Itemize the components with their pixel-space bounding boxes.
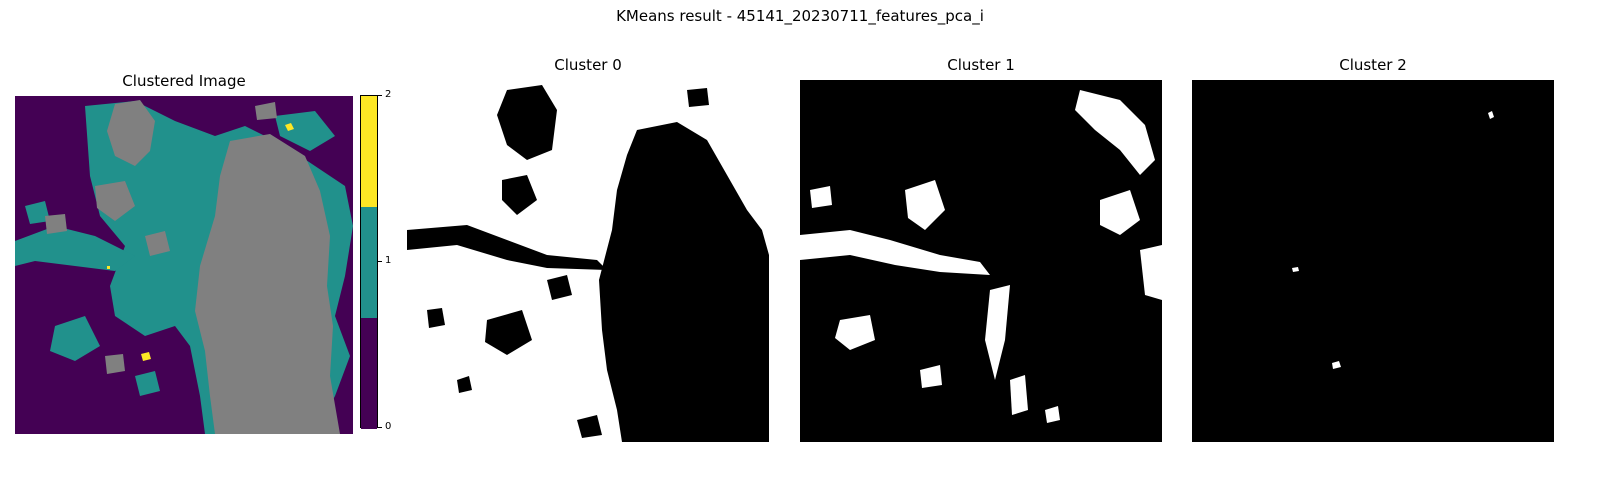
colorbar-ticklabel-2: 2	[385, 89, 392, 100]
cluster-1-mask	[800, 80, 1162, 442]
colorbar-segment-1	[361, 207, 377, 318]
colorbar-ticklabel-0: 0	[385, 421, 392, 432]
colorbar-segment-0	[361, 318, 377, 429]
colorbar-ticklabel-1: 1	[385, 255, 392, 266]
panel-title-clustered-image: Clustered Image	[122, 72, 246, 90]
clustered-image	[15, 96, 353, 434]
colorbar-tick-1	[378, 261, 382, 262]
colorbar-segment-2	[361, 96, 377, 207]
colorbar	[360, 95, 378, 429]
panel-title-cluster-0: Cluster 0	[554, 56, 622, 74]
colorbar-tick-0	[378, 427, 382, 428]
figure-suptitle: KMeans result - 45141_20230711_features_…	[616, 7, 984, 25]
cluster-2-mask	[1192, 80, 1554, 442]
cluster-0-mask	[407, 80, 769, 442]
panel-title-cluster-2: Cluster 2	[1339, 56, 1407, 74]
panel-title-cluster-1: Cluster 1	[947, 56, 1015, 74]
colorbar-tick-2	[378, 95, 382, 96]
